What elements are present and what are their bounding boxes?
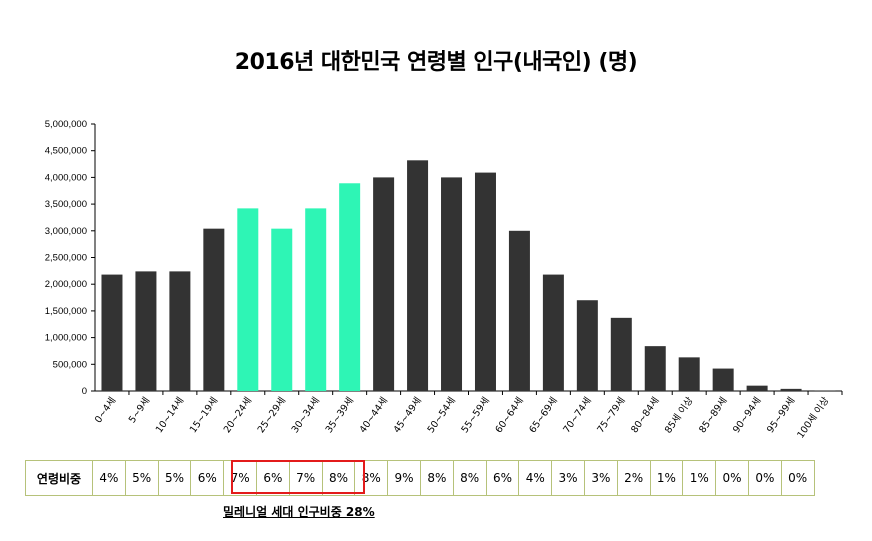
age-share-cell: 8% (354, 460, 389, 496)
bar (746, 385, 768, 391)
age-share-cell: 7% (288, 460, 323, 496)
x-category-label: 55~59세 (459, 395, 491, 435)
age-share-cell: 4% (92, 460, 126, 496)
age-share-cell: 4% (518, 460, 553, 496)
age-share-cell: 6% (255, 460, 290, 496)
age-share-cell: 7% (223, 460, 257, 496)
x-category-label: 5~9세 (127, 395, 153, 425)
bar (610, 317, 632, 391)
bar (712, 368, 734, 391)
x-category-label: 75~79세 (595, 395, 627, 435)
age-share-header: 연령비중 (25, 460, 93, 496)
age-share-cell: 0% (780, 460, 815, 496)
x-category-label: 45~49세 (392, 395, 424, 435)
age-share-cell: 8% (452, 460, 487, 496)
x-category-label: 80~84세 (629, 395, 661, 435)
y-tick-label: 4,500,000 (45, 146, 87, 157)
age-share-cell: 5% (124, 460, 159, 496)
bar (576, 300, 598, 391)
age-share-cell: 6% (190, 460, 225, 496)
age-share-cell: 6% (485, 460, 520, 496)
y-tick-label: 0 (82, 386, 87, 397)
x-category-label: 60~64세 (493, 395, 525, 435)
y-tick-label: 4,000,000 (45, 172, 87, 183)
x-category-label: 25~29세 (256, 395, 288, 435)
bar (441, 177, 463, 391)
age-share-cell: 5% (157, 460, 192, 496)
x-category-label: 10~14세 (154, 395, 186, 435)
y-tick-label: 500,000 (53, 359, 87, 370)
x-category-label: 85세 이상 (663, 395, 696, 435)
age-share-cell: 0% (715, 460, 749, 496)
bar (474, 172, 496, 391)
x-category-label: 65~69세 (527, 395, 559, 435)
x-category-label: 15~19세 (188, 395, 220, 435)
age-share-cell: 8% (419, 460, 454, 496)
age-share-cell: 0% (747, 460, 782, 496)
bar (780, 388, 802, 391)
bar (135, 271, 157, 391)
bar (203, 228, 225, 391)
bar (508, 230, 530, 391)
age-share-cell: 2% (616, 460, 651, 496)
age-share-cell: 8% (321, 460, 356, 496)
bar (407, 160, 429, 391)
age-share-table: 연령비중 4% 5% 5% 6% 7% 6% 7% 8% 8% 9% 8% 8% 6% 4% 3% 3% 2% 1… (25, 460, 815, 496)
bar-highlight (305, 208, 327, 391)
x-category-label: 0~4세 (93, 395, 119, 425)
y-tick-label: 3,000,000 (45, 226, 87, 237)
millennial-share-note: 밀레니얼 세대 인구비중 28% (223, 505, 375, 519)
x-category-label: 90~94세 (731, 395, 763, 435)
x-category-label: 30~34세 (290, 395, 322, 435)
bar (169, 271, 191, 391)
age-share-cell: 3% (551, 460, 585, 496)
y-tick-label: 3,500,000 (45, 199, 87, 210)
x-category-label: 100세 이상 (795, 395, 831, 440)
bar (644, 346, 666, 391)
age-share-cell: 1% (682, 460, 717, 496)
bar (542, 274, 564, 391)
y-tick-label: 2,500,000 (45, 253, 87, 264)
x-category-label: 85~89세 (697, 395, 729, 435)
chart-title: 2016년 대한민국 연령별 인구(내국인) (명) (234, 50, 638, 75)
y-tick-label: 1,000,000 (45, 333, 87, 344)
y-tick-label: 1,500,000 (45, 306, 87, 317)
x-category-label: 35~39세 (324, 395, 356, 435)
population-bar-chart: 5,000,000 4,500,000 4,000,000 3,500,000 3,00… (45, 119, 843, 441)
age-share-cell: 9% (387, 460, 421, 496)
age-share-row: 연령비중 4% 5% 5% 6% 7% 6% 7% 8% 8% 9% 8% 8% 6% 4% 3% 3% 2% 1… (25, 460, 815, 496)
x-category-label: 70~74세 (561, 395, 593, 435)
x-category-label: 50~54세 (426, 395, 458, 435)
x-category-label: 40~44세 (358, 395, 390, 435)
bar-highlight (339, 183, 361, 391)
bar (101, 274, 123, 391)
bar-highlight (271, 228, 293, 391)
bar (678, 357, 700, 391)
bar (373, 177, 395, 391)
y-tick-label: 5,000,000 (45, 119, 87, 130)
x-category-label: 95~99세 (765, 395, 797, 435)
age-share-cell: 3% (583, 460, 618, 496)
bar-highlight (237, 208, 259, 391)
y-tick-label: 2,000,000 (45, 279, 87, 290)
x-category-label: 20~24세 (222, 395, 254, 435)
age-share-cell: 1% (649, 460, 684, 496)
